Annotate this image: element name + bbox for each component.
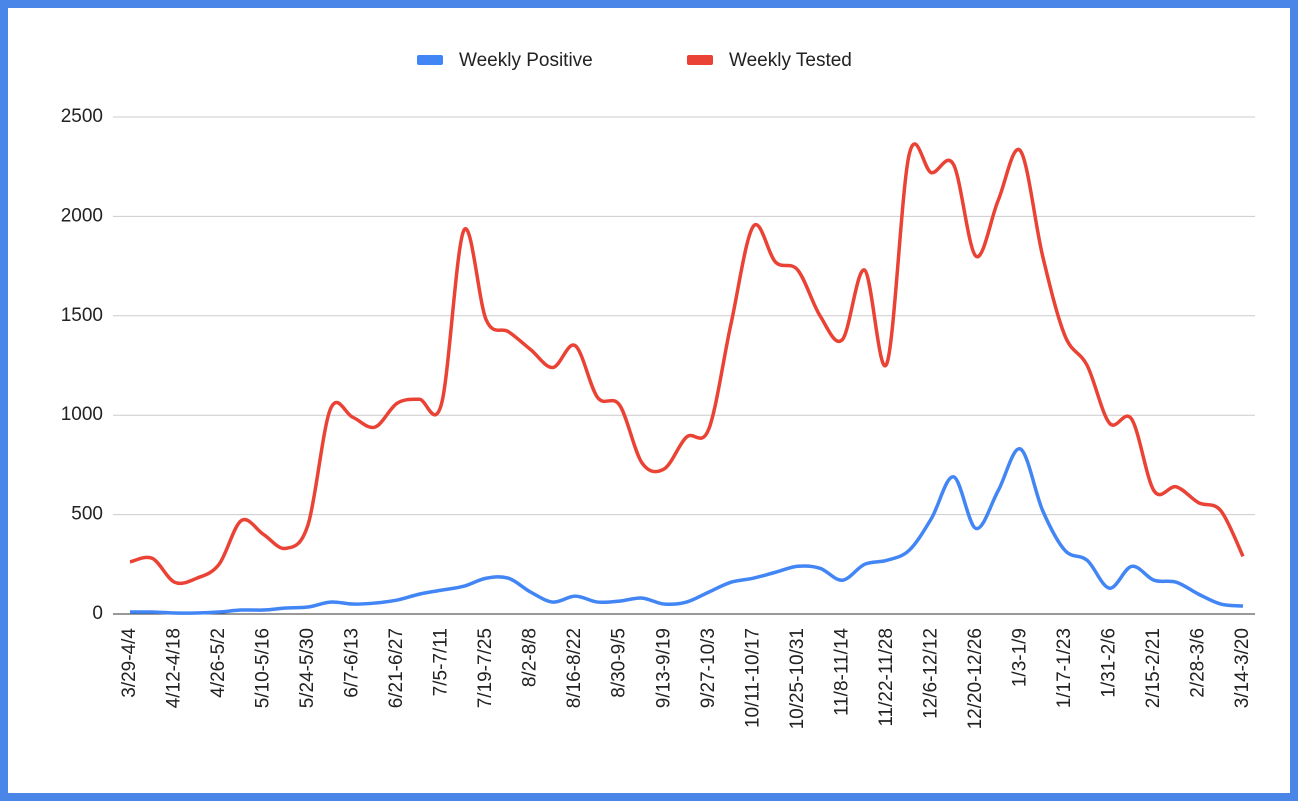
- x-tick-label: 8/16-8/22: [564, 628, 585, 708]
- x-tick-label: 1/3-1/9: [1009, 628, 1030, 687]
- x-tick-label: 3/14-3/20: [1232, 628, 1253, 708]
- x-tick-label: 6/7-6/13: [342, 628, 363, 698]
- legend-label: Weekly Positive: [459, 50, 593, 71]
- y-tick-label: 1000: [61, 404, 103, 425]
- x-tick-label: 11/22-11/28: [876, 628, 897, 727]
- y-tick-label: 0: [92, 603, 103, 624]
- x-tick-label: 7/5-7/11: [431, 628, 452, 696]
- x-tick-label: 12/6-12/12: [920, 628, 941, 719]
- x-tick-label: 4/26-5/2: [208, 628, 229, 698]
- x-tick-label: 12/20-12/26: [965, 628, 986, 729]
- x-tick-label: 8/2-8/8: [520, 628, 541, 687]
- series-line: [129, 142, 1245, 586]
- x-tick-label: 10/25-10/31: [787, 628, 808, 729]
- x-tick-label: 10/11-10/17: [742, 628, 763, 728]
- x-tick-label: 9/27-10/3: [698, 628, 719, 708]
- y-tick-label: 2500: [61, 106, 103, 127]
- legend-swatch: [417, 55, 443, 65]
- x-tick-label: 1/31-2/6: [1098, 628, 1119, 698]
- x-tick-label: 3/29-4/4: [119, 628, 140, 698]
- x-tick-label: 2/15-2/21: [1143, 628, 1164, 708]
- x-tick-label: 5/10-5/16: [253, 628, 274, 708]
- x-tick-label: 5/24-5/30: [297, 628, 318, 708]
- legend-swatch: [687, 55, 713, 65]
- y-tick-label: 500: [71, 504, 103, 525]
- x-tick-label: 6/21-6/27: [386, 628, 407, 708]
- x-tick-label: 4/12-4/18: [164, 628, 185, 708]
- y-tick-label: 1500: [61, 305, 103, 326]
- x-tick-label: 7/19-7/25: [475, 628, 496, 708]
- x-tick-label: 2/28-3/6: [1187, 628, 1208, 698]
- x-tick-label: 1/17-1/23: [1054, 628, 1075, 708]
- x-tick-label: 8/30-9/5: [609, 628, 630, 698]
- x-tick-label: 9/13-9/19: [653, 628, 674, 708]
- y-tick-label: 2000: [61, 205, 103, 226]
- legend-label: Weekly Tested: [729, 50, 852, 71]
- series-line: [129, 447, 1244, 615]
- x-tick-label: 11/8-11/14: [831, 628, 852, 716]
